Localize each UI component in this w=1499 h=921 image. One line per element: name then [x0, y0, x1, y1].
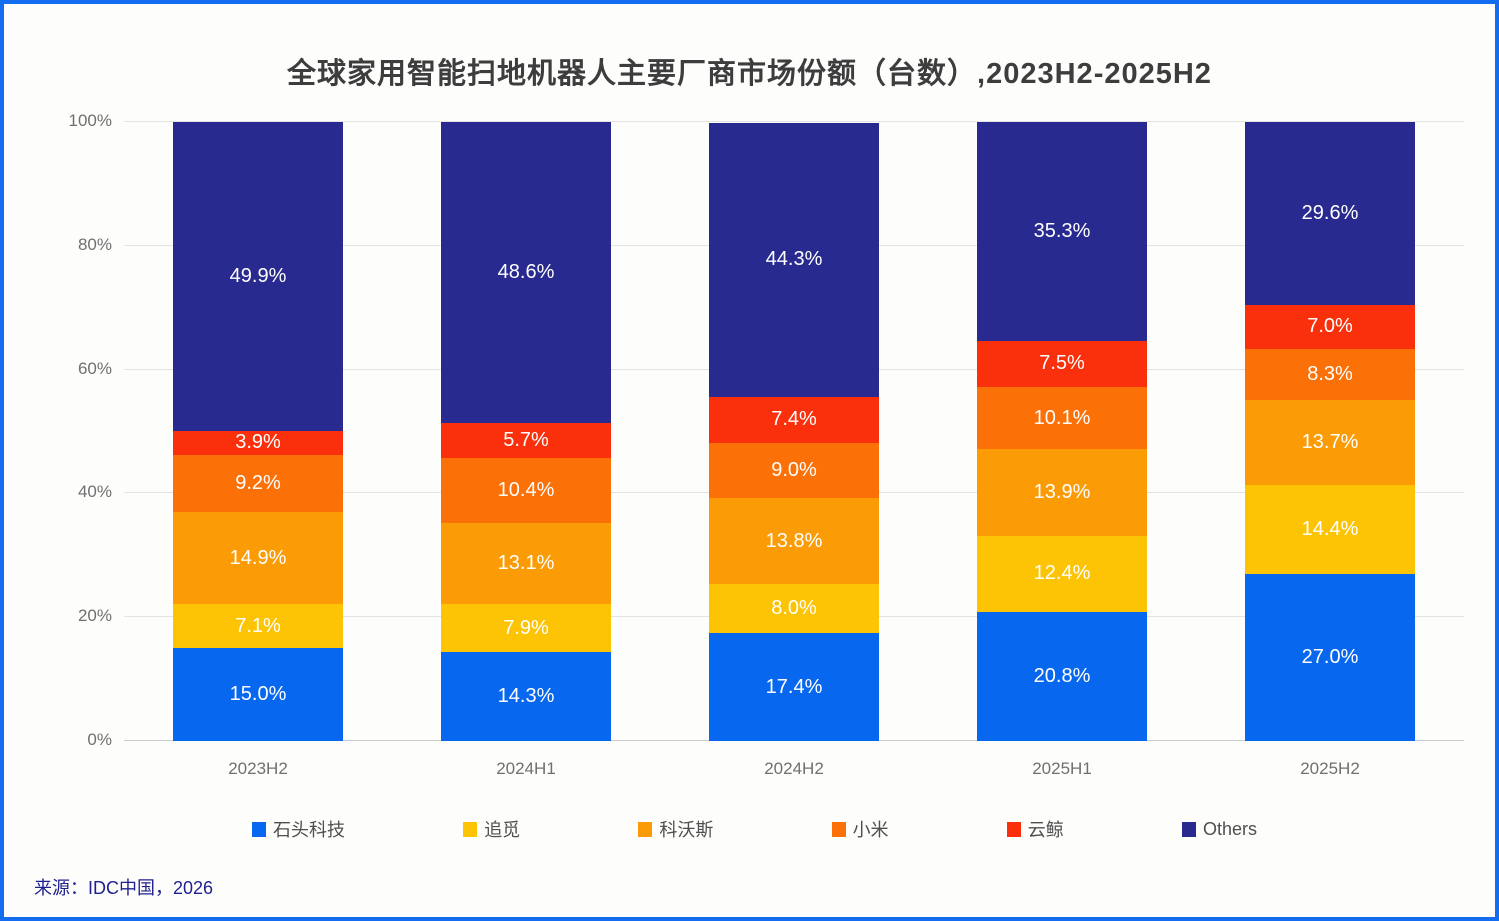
legend-swatch — [463, 821, 478, 837]
legend-swatch — [252, 821, 266, 837]
x-axis: 2023H2 2024H1 2024H2 2025H1 2025H2 — [124, 759, 1464, 779]
y-axis-tick-label: 40% — [77, 482, 112, 502]
bar-segment: 5.7% — [441, 422, 611, 459]
bar-segment: 9.2% — [173, 455, 343, 512]
legend-label: 小米 — [852, 820, 889, 840]
source-note: 来源：IDC中国，2026 — [34, 878, 214, 898]
bar-column: 27.0% 14.4% 13.7% 8.3% 7.0% 29.6% — [1196, 122, 1464, 741]
bar-column: 14.3% 7.9% 13.1% 10.4% 5.7% 48.6% — [392, 122, 660, 741]
legend-item: 小米 — [831, 816, 889, 842]
bar-segment: 48.6% — [441, 122, 611, 423]
bar-segment: 7.0% — [1245, 305, 1415, 349]
x-axis-category-label: 2024H1 — [496, 759, 556, 778]
x-axis-category-label: 2024H2 — [764, 759, 824, 778]
bar-segment: 44.3% — [709, 122, 879, 397]
legend-swatch — [1181, 821, 1196, 837]
y-axis-tick-label: 100% — [68, 111, 112, 130]
legend: 石头科技 追觅 科沃斯 小米 云鲸 Others — [252, 816, 1257, 842]
chart-title: 全球家用智能扫地机器人主要厂商市场份额（台数）,2023H2-2025H2 — [287, 58, 1212, 90]
legend-label: 云鲸 — [1027, 820, 1064, 840]
legend-swatch — [638, 821, 653, 837]
bar-segment: 14.9% — [173, 512, 343, 605]
bar-column: 20.8% 12.4% 13.9% 10.1% 7.5% 35.3% — [928, 122, 1196, 741]
bar-segment: 7.1% — [173, 604, 343, 649]
legend-item: 科沃斯 — [638, 816, 713, 842]
bar-segment: 13.9% — [977, 449, 1147, 536]
legend-label: 石头科技 — [273, 820, 345, 840]
bar-segment: 10.1% — [977, 386, 1147, 450]
legend-item: 追觅 — [463, 816, 520, 842]
bar-segment: 8.0% — [709, 583, 879, 634]
bar-segment: 10.4% — [441, 458, 611, 523]
bar-segment: 14.4% — [1245, 484, 1415, 574]
bar-segment: 7.5% — [977, 340, 1147, 387]
bar-column: 17.4% 8.0% 13.8% 9.0% 7.4% 44.3% — [660, 122, 928, 741]
bar-segment: 17.4% — [709, 633, 879, 741]
bar-segment: 7.4% — [709, 396, 879, 443]
bar-segment: 35.3% — [977, 122, 1147, 341]
bar-segment: 13.8% — [709, 498, 879, 584]
bar-segment: 9.0% — [709, 442, 879, 499]
bar-segment: 13.1% — [441, 522, 611, 604]
y-axis-tick-label: 60% — [77, 358, 112, 378]
bar-segment: 14.3% — [441, 652, 611, 741]
bars-container: 15.0% 7.1% 14.9% 9.2% 3.9% 49.9% 14.3% 7.9% 13.1… — [124, 122, 1464, 741]
x-axis-category-label: 2025H2 — [1300, 759, 1360, 778]
bar-segment: 15.0% — [173, 648, 343, 741]
legend-item: Others — [1181, 818, 1257, 840]
legend-label: 科沃斯 — [659, 820, 714, 840]
legend-label: Others — [1202, 818, 1257, 839]
legend-swatch — [1006, 821, 1021, 837]
legend-label: 追觅 — [484, 820, 521, 840]
legend-item: 云鲸 — [1006, 816, 1064, 842]
legend-swatch — [831, 821, 846, 837]
y-axis-tick-label: 0% — [87, 730, 112, 749]
bar-segment: 3.9% — [173, 430, 343, 456]
bar-segment: 12.4% — [977, 535, 1147, 613]
legend-item: 石头科技 — [252, 816, 345, 842]
y-axis: 0% 20% 40% 60% 80% 100% — [32, 111, 112, 749]
bar-segment: 27.0% — [1245, 573, 1415, 741]
gridline — [124, 121, 1464, 122]
bar-segment: 8.3% — [1245, 348, 1415, 400]
x-axis-category-label: 2025H1 — [1032, 759, 1092, 778]
y-axis-tick-label: 80% — [77, 234, 112, 254]
bar-segment: 7.9% — [441, 603, 611, 653]
bar-segment: 49.9% — [173, 122, 343, 431]
plot-area: 15.0% 7.1% 14.9% 9.2% 3.9% 49.9% 14.3% 7.9% 13.1… — [124, 121, 1464, 741]
bar-segment: 20.8% — [977, 612, 1147, 741]
bar-column: 15.0% 7.1% 14.9% 9.2% 3.9% 49.9% — [124, 122, 392, 741]
y-axis-tick-label: 20% — [77, 606, 112, 626]
bar-segment: 13.7% — [1245, 399, 1415, 485]
x-axis-category-label: 2023H2 — [228, 759, 288, 778]
bar-segment: 29.6% — [1245, 122, 1415, 306]
